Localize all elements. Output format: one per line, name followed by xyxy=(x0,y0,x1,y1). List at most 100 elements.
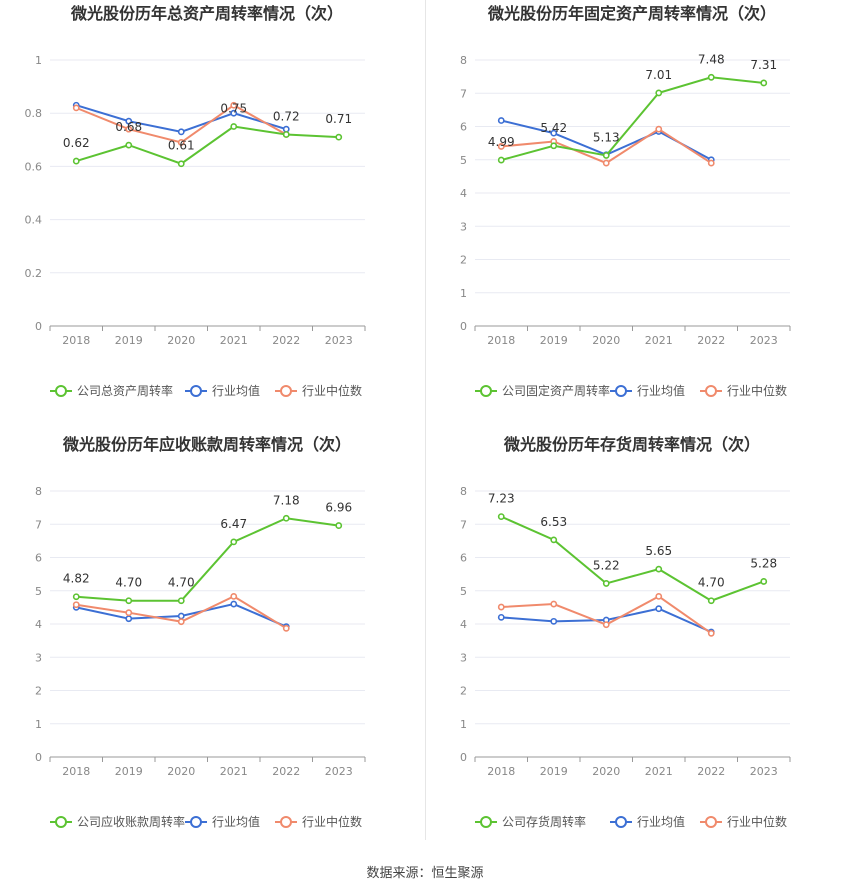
x-tick-label: 2018 xyxy=(62,765,90,778)
x-tick-label: 2019 xyxy=(115,765,143,778)
y-tick-label: 0.4 xyxy=(25,214,43,227)
x-tick-label: 2023 xyxy=(750,765,778,778)
data-point-company xyxy=(655,89,663,97)
legend-marker-icon xyxy=(480,385,492,397)
data-label: 0.71 xyxy=(325,112,352,126)
data-point-industry_median xyxy=(72,601,80,609)
y-tick-label: 0 xyxy=(460,320,467,333)
x-tick-label: 2020 xyxy=(167,765,195,778)
data-label: 7.01 xyxy=(645,68,672,82)
data-point-company xyxy=(335,522,343,529)
data-point-industry_median xyxy=(177,618,185,626)
vertical-divider xyxy=(425,0,426,840)
x-tick-label: 2021 xyxy=(645,765,673,778)
data-point-industry_median xyxy=(230,593,238,600)
legend-marker-icon xyxy=(280,385,292,397)
data-point-industry_median xyxy=(602,159,610,167)
data-point-company xyxy=(655,565,663,573)
legend-item-company: 公司总资产周转率 xyxy=(50,383,173,398)
legend-marker-icon xyxy=(190,385,202,397)
y-tick-label: 1 xyxy=(460,718,467,731)
y-tick-label: 1 xyxy=(35,718,42,731)
data-point-industry_median xyxy=(655,125,663,133)
chart-title: 微光股份历年总资产周转率情况（次） xyxy=(70,4,343,23)
legend-label: 行业均值 xyxy=(637,383,685,398)
data-point-industry_avg xyxy=(655,605,663,613)
data-point-company xyxy=(177,597,185,605)
y-tick-label: 3 xyxy=(460,220,467,233)
y-tick-label: 0 xyxy=(460,751,467,764)
legend-marker-icon xyxy=(280,816,292,828)
legend-label: 行业中位数 xyxy=(727,383,787,398)
data-point-company xyxy=(707,73,715,81)
data-point-company xyxy=(125,597,133,605)
data-point-company xyxy=(760,578,768,585)
data-point-company xyxy=(72,593,80,601)
legend-marker-icon xyxy=(705,816,717,828)
y-tick-label: 0.8 xyxy=(25,107,43,120)
data-point-industry_avg xyxy=(125,117,133,125)
legend-marker-icon xyxy=(615,816,627,828)
legend-item-industry_avg: 行业均值 xyxy=(610,814,685,829)
data-label: 6.47 xyxy=(220,517,247,531)
x-tick-label: 2018 xyxy=(62,334,90,347)
legend-marker-icon xyxy=(705,385,717,397)
chart-panel-total-asset-turnover: 微光股份历年总资产周转率情况（次） 0 0.2 0.4 0.6 0.8 1 2018 2019 2… xyxy=(0,0,425,430)
data-point-company xyxy=(282,514,290,522)
data-point-industry_median xyxy=(655,593,663,600)
chart-svg-inventory-turnover: 微光股份历年存货周转率情况（次） 0 1 2 3 4 5 6 7 8 2018 2019 2020 202… xyxy=(460,435,791,829)
y-tick-label: 6 xyxy=(460,552,467,565)
y-tick-label: 1 xyxy=(35,54,42,67)
data-label: 0.61 xyxy=(168,139,195,153)
legend-label: 行业均值 xyxy=(212,814,260,829)
data-point-company xyxy=(760,79,768,87)
x-tick-label: 2018 xyxy=(487,334,515,347)
source-note: 数据来源：恒生聚源 xyxy=(366,866,484,881)
data-label: 6.53 xyxy=(540,515,567,529)
data-point-company xyxy=(125,141,133,149)
data-label: 0.62 xyxy=(63,136,90,150)
series-line-industry_median xyxy=(75,104,287,144)
y-tick-label: 2 xyxy=(460,685,467,698)
data-point-company xyxy=(707,597,715,605)
y-tick-label: 4 xyxy=(35,618,42,631)
x-tick-label: 2023 xyxy=(325,334,353,347)
legend-marker-icon xyxy=(615,385,627,397)
data-label: 0.72 xyxy=(273,109,300,123)
data-point-company xyxy=(497,156,505,164)
data-point-industry_avg xyxy=(497,117,505,124)
data-label: 5.28 xyxy=(750,556,777,570)
x-tick-label: 2019 xyxy=(540,334,568,347)
y-tick-label: 2 xyxy=(460,254,467,267)
data-label: 4.70 xyxy=(168,576,195,590)
data-point-industry_median xyxy=(230,101,238,109)
data-point-company xyxy=(282,131,290,138)
y-tick-label: 5 xyxy=(460,154,467,167)
y-tick-label: 6 xyxy=(460,121,467,134)
data-point-company xyxy=(177,160,185,168)
data-label: 6.96 xyxy=(325,501,352,515)
x-tick-label: 2022 xyxy=(697,334,725,347)
data-label: 7.31 xyxy=(750,58,777,72)
data-point-industry_median xyxy=(72,104,80,112)
legend-label: 行业中位数 xyxy=(727,814,787,829)
legend-marker-icon xyxy=(55,385,67,397)
chart-svg-fixed-asset-turnover: 微光股份历年固定资产周转率情况（次） 0 1 2 3 4 5 6 7 8 2018 2019 2020 2… xyxy=(460,4,791,398)
x-tick-label: 2023 xyxy=(750,334,778,347)
x-tick-label: 2022 xyxy=(272,334,300,347)
data-label: 0.75 xyxy=(220,102,247,116)
y-tick-label: 6 xyxy=(35,552,42,565)
chart-title: 微光股份历年应收账款周转率情况（次） xyxy=(62,435,351,454)
legend-marker-icon xyxy=(55,816,67,828)
data-point-industry_median xyxy=(497,143,505,150)
data-label: 7.23 xyxy=(488,492,515,506)
y-tick-label: 3 xyxy=(460,651,467,664)
data-label: 4.82 xyxy=(63,572,90,586)
legend-item-industry_median: 行业中位数 xyxy=(700,383,787,398)
legend-item-industry_median: 行业中位数 xyxy=(275,814,362,829)
x-tick-label: 2021 xyxy=(645,334,673,347)
x-tick-label: 2022 xyxy=(697,765,725,778)
y-tick-label: 0 xyxy=(35,320,42,333)
y-tick-label: 5 xyxy=(460,585,467,598)
data-point-industry_median xyxy=(497,603,505,611)
